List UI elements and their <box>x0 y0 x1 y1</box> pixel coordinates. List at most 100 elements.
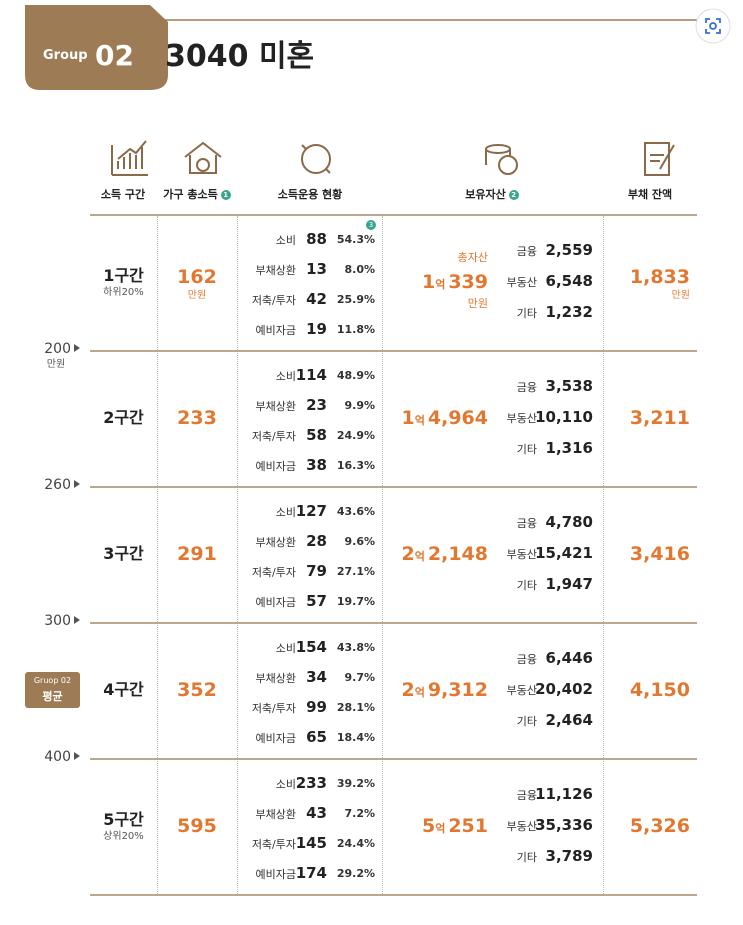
spending-label: 소비 <box>275 778 296 791</box>
row-name: 1구간 <box>103 266 144 285</box>
asset-label: 기타 <box>516 851 537 864</box>
spending-label: 부채상환 <box>255 264 296 277</box>
title: 3040 미혼 <box>165 39 315 74</box>
spending-pct: 29.2% <box>336 867 375 880</box>
column-label: 부채 잔액 <box>627 188 673 201</box>
row-name: 4구간 <box>103 680 144 699</box>
asset-value: 3,789 <box>545 847 593 865</box>
note-badge: 3 <box>366 220 376 230</box>
spending-amount: 23 <box>306 396 327 414</box>
spending-pct: 24.9% <box>336 429 375 442</box>
asset-total-eok: 2 <box>401 543 415 565</box>
asset-label: 금융 <box>516 653 537 666</box>
marker-value: 260 <box>44 477 71 493</box>
column-icons <box>111 140 675 176</box>
spending-label: 저축/투자 <box>251 702 296 715</box>
asset-label: 부동산 <box>506 820 537 833</box>
row-sub: 하위20% <box>103 287 144 298</box>
spending-amount: 174 <box>295 864 327 882</box>
badge-line2: 평균 <box>42 690 63 703</box>
spending-amount: 58 <box>306 426 327 444</box>
asset-total-eok-unit: 억 <box>435 278 446 291</box>
asset-value: 4,780 <box>545 513 593 531</box>
spending-pct: 43.6% <box>336 505 375 518</box>
asset-total-rest: 2,148 <box>427 543 488 565</box>
spending-amount: 65 <box>306 728 327 746</box>
spending-label: 예비자금 <box>255 596 296 609</box>
spending-amount: 145 <box>295 834 327 852</box>
asset-total-label: 총자산 <box>457 251 488 264</box>
asset-total-eok-unit: 억 <box>435 822 446 835</box>
asset-total-rest: 4,964 <box>427 407 488 429</box>
debt: 3,416 <box>629 543 690 565</box>
asset-value: 15,421 <box>535 544 593 562</box>
spending-pct: 28.1% <box>336 701 375 714</box>
asset-total-eok-unit: 억 <box>414 550 425 563</box>
spending-amount: 42 <box>306 290 327 308</box>
column-header: 소득 구간 <box>53 189 193 200</box>
income-marker: 300 <box>44 614 80 628</box>
scan-button[interactable] <box>695 8 731 44</box>
spending-amount: 88 <box>306 230 327 248</box>
asset-label: 금융 <box>516 245 537 258</box>
spending-pct: 43.8% <box>336 641 375 654</box>
spending-label: 저축/투자 <box>251 838 296 851</box>
asset-total: 5억 251 <box>422 817 488 836</box>
debt: 1,833 <box>629 266 690 288</box>
row-name: 2구간 <box>103 408 144 427</box>
spending-label: 예비자금 <box>255 868 296 881</box>
column-label: 가구 총소득 <box>163 188 218 201</box>
income-unit: 만원 <box>187 290 207 301</box>
badge-line1: Gruop 02 <box>33 676 72 685</box>
debt: 3,211 <box>629 407 690 429</box>
spending-amount: 34 <box>306 668 327 686</box>
spending-pct: 9.7% <box>344 671 375 684</box>
asset-value: 3,538 <box>545 377 593 395</box>
row-divider <box>90 894 697 896</box>
row-divider <box>90 486 697 488</box>
asset-value: 10,110 <box>535 408 593 426</box>
column-divider <box>237 216 238 896</box>
asset-value: 2,559 <box>545 241 593 259</box>
income: 291 <box>177 543 217 565</box>
spending-amount: 19 <box>306 320 327 338</box>
asset-label: 기타 <box>516 307 537 320</box>
income: 162 <box>177 266 217 288</box>
asset-total: 1억 4,964 <box>402 409 488 428</box>
asset-label: 금융 <box>516 381 537 394</box>
asset-label: 금융 <box>516 789 537 802</box>
asset-value: 35,336 <box>535 816 593 834</box>
spending-amount: 57 <box>306 592 327 610</box>
asset-label: 부동산 <box>506 412 537 425</box>
spending-amount: 28 <box>306 532 327 550</box>
asset-total-eok-unit: 억 <box>414 414 425 427</box>
asset-total-eok: 1 <box>401 407 415 429</box>
asset-total-eok-unit: 억 <box>414 686 425 699</box>
column-divider <box>157 216 158 896</box>
row-divider <box>90 622 697 624</box>
spending-label: 소비 <box>275 234 296 247</box>
spending-amount: 38 <box>306 456 327 474</box>
spending-pct: 24.4% <box>336 837 375 850</box>
marker-value: 300 <box>44 613 71 629</box>
row-divider <box>90 350 697 352</box>
group-number: 02 <box>95 39 134 72</box>
asset-value: 1,316 <box>545 439 593 457</box>
debt-unit: 만원 <box>671 290 690 301</box>
column-label: 보유자산 <box>465 188 506 201</box>
debt: 4,150 <box>629 679 690 701</box>
asset-total-rest: 9,312 <box>427 679 488 701</box>
spending-label: 예비자금 <box>255 460 296 473</box>
asset-total-rest: 251 <box>448 815 488 837</box>
asset-total: 2억 2,148 <box>402 545 488 564</box>
row-sub: 상위20% <box>103 831 144 842</box>
column-header: 소득운용 현황 <box>240 189 380 200</box>
spending-pct: 8.0% <box>344 263 375 276</box>
asset-value: 6,548 <box>545 272 593 290</box>
spending-pct: 9.9% <box>344 399 375 412</box>
spending-label: 저축/투자 <box>251 566 296 579</box>
spending-pct: 18.4% <box>336 731 375 744</box>
spending-pct: 16.3% <box>336 459 375 472</box>
note-badge: 1 <box>220 190 231 200</box>
asset-label: 금융 <box>516 517 537 530</box>
